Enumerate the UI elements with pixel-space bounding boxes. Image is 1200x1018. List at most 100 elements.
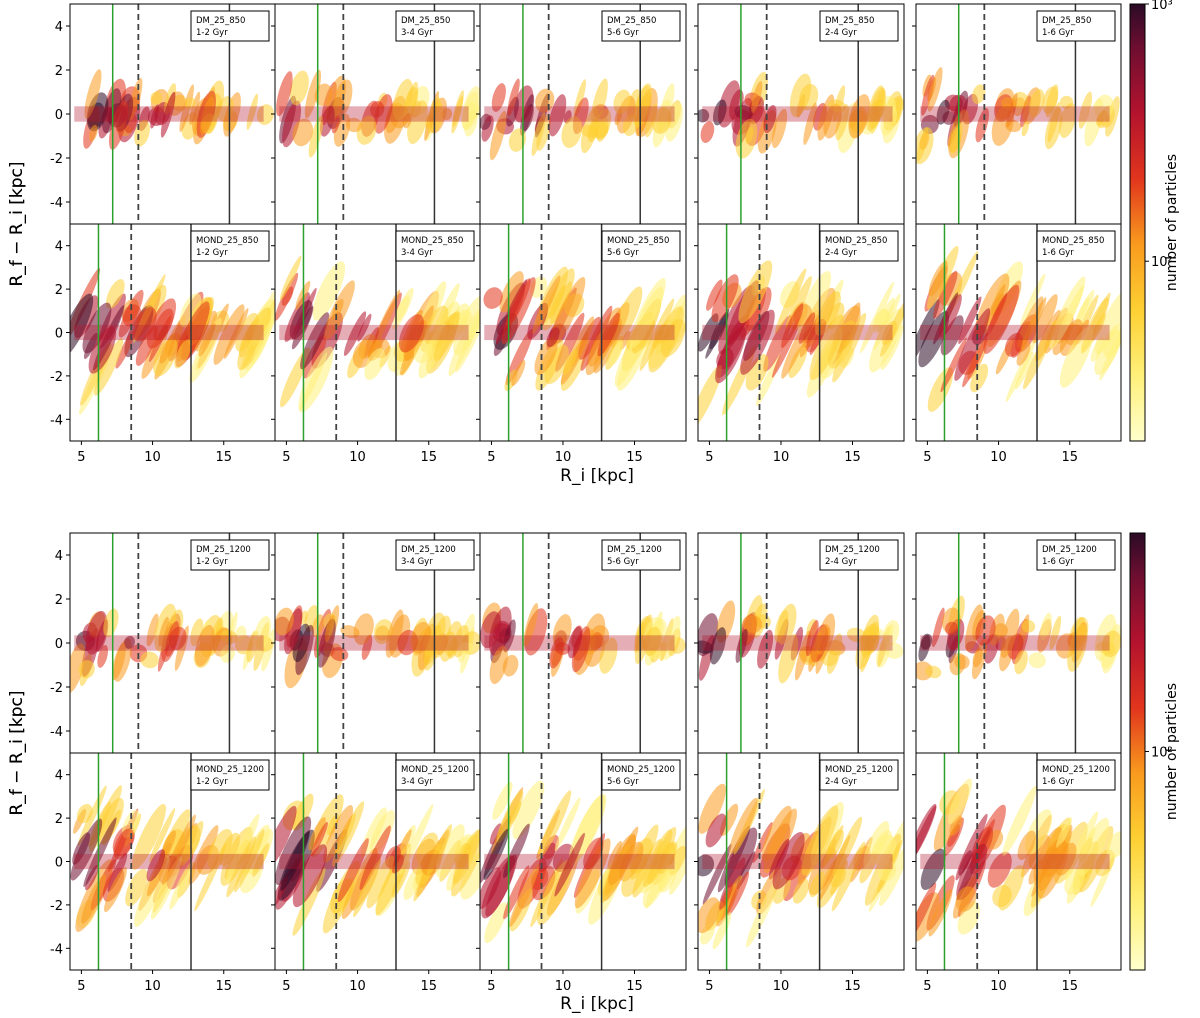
x-tick-label: 10 — [773, 450, 790, 465]
panel-legend-label: MOND_25_850 — [401, 236, 463, 246]
panel-legend: DM_25_1200 3-4 Gyr — [395, 539, 475, 571]
panel-legend-time: 2-4 Gyr — [825, 557, 857, 567]
panel: MOND_25_850 1-2 Gyr -4 -2 0 2 4 5 10 15 — [50, 223, 276, 465]
x-tick-label: 5 — [705, 979, 713, 994]
panel-legend: DM_25_850 1-6 Gyr — [1036, 10, 1116, 42]
x-tick-label: 15 — [626, 979, 643, 994]
figure-block-1: DM_25_1200 1-2 Gyr -4 -2 0 2 4 DM_25_1200 3-4 Gy… — [7, 532, 1180, 1014]
heatmap-density — [70, 603, 275, 694]
y-tick-label: -4 — [50, 942, 63, 957]
x-tick-label: 10 — [773, 979, 790, 994]
panel-legend-time: 5-6 Gyr — [607, 557, 639, 567]
x-tick-label: 15 — [844, 450, 861, 465]
y-tick-label: -2 — [50, 681, 63, 696]
x-tick-label: 10 — [349, 979, 366, 994]
x-tick-label: 15 — [420, 979, 437, 994]
colorbar-tick-label: 10² — [1151, 746, 1173, 761]
panel: DM_25_1200 3-4 Gyr — [271, 532, 481, 754]
panel-legend-label: MOND_25_1200 — [607, 765, 675, 775]
heatmap-density — [276, 69, 480, 158]
panel: DM_25_1200 1-2 Gyr -4 -2 0 2 4 — [50, 532, 276, 754]
x-tick-label: 10 — [144, 979, 161, 994]
panel-legend-label: MOND_25_1200 — [825, 765, 893, 775]
y-tick-label: 2 — [55, 64, 63, 79]
panel-legend: MOND_25_1200 3-4 Gyr — [395, 759, 475, 791]
y-tick-label: 4 — [55, 769, 63, 784]
panel-legend-label: DM_25_850 — [1042, 16, 1091, 26]
panel-legend: DM_25_850 2-4 Gyr — [819, 10, 899, 42]
panel-legend-label: DM_25_1200 — [1042, 545, 1097, 555]
panel-legend-time: 3-4 Gyr — [401, 248, 433, 258]
y-axis-label: R_f − R_i [kpc] — [7, 161, 27, 286]
heatmap-density — [70, 267, 275, 415]
panel: DM_25_850 1-6 Gyr — [912, 3, 1122, 225]
panel-legend-time: 3-4 Gyr — [401, 777, 433, 787]
panel-legend-time: 5-6 Gyr — [607, 777, 639, 787]
panel: MOND_25_1200 1-2 Gyr -4 -2 0 2 4 5 10 15 — [50, 752, 276, 994]
panel-legend-label: MOND_25_850 — [607, 236, 669, 246]
panel-legend-label: DM_25_850 — [401, 16, 450, 26]
x-tick-label: 15 — [215, 979, 232, 994]
heatmap-density — [698, 595, 904, 684]
y-tick-label: 0 — [55, 637, 63, 652]
panel-legend-label: DM_25_1200 — [825, 545, 880, 555]
x-tick-label: 10 — [555, 979, 572, 994]
panel-legend: MOND_25_850 5-6 Gyr — [601, 230, 681, 262]
panel: DM_25_850 1-2 Gyr -4 -2 0 2 4 — [50, 3, 276, 225]
panel-legend-label: MOND_25_850 — [196, 236, 258, 246]
heatmap-density — [480, 78, 683, 161]
x-axis-label: R_i [kpc] — [560, 994, 634, 1014]
panel-legend: MOND_25_850 3-4 Gyr — [395, 230, 475, 262]
panel-legend: MOND_25_850 1-2 Gyr — [190, 230, 270, 262]
heatmap-density — [916, 67, 1120, 165]
x-axis-label: R_i [kpc] — [560, 466, 634, 486]
panel-legend-label: MOND_25_1200 — [196, 765, 264, 775]
heatmap-density — [916, 595, 1121, 681]
heatmap-density — [480, 780, 686, 944]
y-tick-label: 2 — [55, 593, 63, 608]
panel-legend-label: MOND_25_850 — [825, 236, 887, 246]
panel-legend-label: DM_25_1200 — [196, 545, 251, 555]
heatmap-density — [698, 783, 904, 950]
y-axis-label: R_f − R_i [kpc] — [7, 690, 27, 815]
panel-legend-time: 1-2 Gyr — [196, 28, 228, 38]
panel-legend: MOND_25_1200 5-6 Gyr — [601, 759, 681, 791]
x-tick-label: 10 — [990, 450, 1007, 465]
y-tick-label: 4 — [55, 549, 63, 564]
panel: DM_25_1200 1-6 Gyr — [912, 532, 1122, 754]
panel-legend-label: DM_25_850 — [825, 16, 874, 26]
y-tick-label: 0 — [55, 108, 63, 123]
x-tick-label: 5 — [282, 450, 290, 465]
panel: MOND_25_850 3-4 Gyr 5 10 15 — [271, 223, 481, 465]
y-axis-label: R_f − R_i [kpc] — [7, 690, 27, 815]
panel: DM_25_850 5-6 Gyr — [476, 3, 687, 225]
heatmap-density — [916, 778, 1121, 942]
heatmap-density — [70, 785, 273, 932]
heatmap-density — [916, 245, 1121, 412]
panel: DM_25_850 2-4 Gyr — [694, 3, 905, 225]
panel-legend: DM_25_1200 5-6 Gyr — [601, 539, 681, 571]
x-tick-label: 15 — [626, 450, 643, 465]
heatmap-density — [698, 72, 904, 159]
panel-legend: MOND_25_1200 2-4 Gyr — [819, 759, 899, 791]
panel-legend-time: 5-6 Gyr — [607, 28, 639, 38]
panel-legend-time: 1-2 Gyr — [196, 777, 228, 787]
x-tick-label: 15 — [844, 979, 861, 994]
panel: MOND_25_1200 3-4 Gyr 5 10 15 — [271, 752, 481, 994]
panel-legend-time: 5-6 Gyr — [607, 248, 639, 258]
panel-legend-label: MOND_25_1200 — [401, 765, 469, 775]
panel-legend: MOND_25_1200 1-6 Gyr — [1036, 759, 1116, 791]
colorbar-label: number of particles — [1164, 154, 1180, 291]
panel-legend: MOND_25_1200 1-2 Gyr — [190, 759, 270, 791]
panel-legend: DM_25_1200 2-4 Gyr — [819, 539, 899, 571]
heatmap-density — [275, 255, 480, 413]
panel: MOND_25_1200 2-4 Gyr 5 10 15 — [694, 752, 905, 994]
panel-legend-time: 1-6 Gyr — [1042, 777, 1074, 787]
colorbar-label: number of particles — [1164, 683, 1180, 820]
y-tick-label: -2 — [50, 370, 63, 385]
x-tick-label: 10 — [144, 450, 161, 465]
y-tick-label: 4 — [55, 240, 63, 255]
